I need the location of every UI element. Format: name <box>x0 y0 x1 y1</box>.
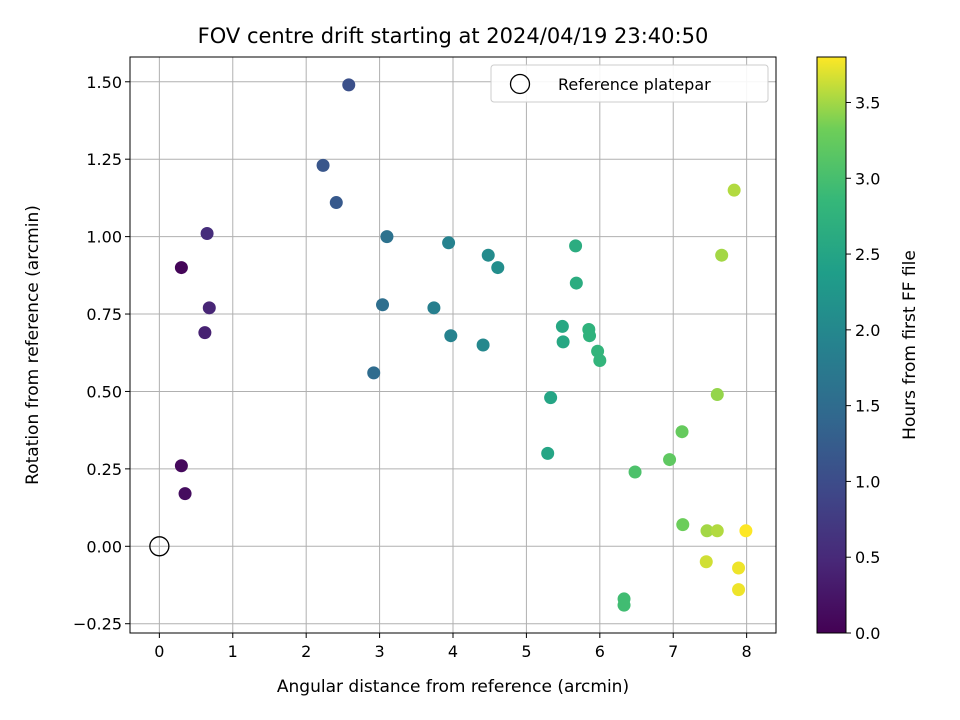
colorbar-tick-label: 2.5 <box>855 245 880 264</box>
x-tick-label: 2 <box>301 642 311 661</box>
colorbar-tick-label: 0.5 <box>855 548 880 567</box>
data-point <box>202 301 216 315</box>
x-tick-label: 0 <box>154 642 164 661</box>
data-point <box>700 524 714 538</box>
legend-label: Reference platepar <box>558 75 711 94</box>
data-point <box>342 78 356 92</box>
data-point <box>732 561 746 575</box>
x-axis-label: Angular distance from reference (arcmin) <box>277 677 629 697</box>
data-point <box>628 465 642 479</box>
y-tick-label: 0.25 <box>86 460 122 479</box>
data-point <box>544 391 558 405</box>
data-point <box>710 388 724 402</box>
colorbar-tick-label: 1.5 <box>855 397 880 416</box>
x-ticks: 0 1 2 3 4 5 6 7 8 <box>154 633 752 661</box>
data-point <box>593 353 607 367</box>
legend-marker-icon <box>509 73 531 95</box>
data-point <box>481 248 495 262</box>
data-point <box>732 583 746 597</box>
legend-box <box>490 64 769 103</box>
data-point <box>367 366 381 380</box>
grid-lines <box>130 57 776 633</box>
x-tick-label: 7 <box>668 642 678 661</box>
colorbar-tick-label: 2.0 <box>855 321 880 340</box>
colorbar-tick-label: 3.5 <box>855 93 880 112</box>
colorbar: 0.0 0.5 1.0 1.5 2.0 2.5 3.0 3.5 Hours from firs… <box>816 56 920 643</box>
data-point <box>727 183 741 197</box>
chart-title: FOV centre drift starting at 2024/04/19 … <box>198 24 709 48</box>
data-point <box>316 158 330 172</box>
legend: Reference platepar <box>490 64 769 103</box>
data-point <box>174 261 188 275</box>
colorbar-tick-label: 1.0 <box>855 472 880 491</box>
data-point <box>556 335 570 349</box>
x-tick-label: 8 <box>742 642 752 661</box>
colorbar-gradient <box>816 56 847 634</box>
data-point <box>555 319 569 333</box>
data-point <box>569 239 583 253</box>
data-point <box>569 276 583 290</box>
data-point <box>541 446 555 460</box>
y-tick-label: 0.00 <box>86 537 122 556</box>
data-point <box>174 459 188 473</box>
data-point <box>444 329 458 343</box>
data-point <box>427 301 441 315</box>
y-tick-label: 0.75 <box>86 305 122 324</box>
y-tick-label: −0.25 <box>73 615 122 634</box>
x-tick-label: 5 <box>521 642 531 661</box>
x-tick-label: 1 <box>228 642 238 661</box>
data-point <box>376 298 390 312</box>
colorbar-tick-label: 0.0 <box>855 624 880 643</box>
data-points <box>174 78 753 612</box>
data-point <box>699 555 713 569</box>
data-point <box>380 230 394 244</box>
y-tick-label: 1.50 <box>86 73 122 92</box>
y-axis-label: Rotation from reference (arcmin) <box>23 205 43 485</box>
reference-platepar-marker <box>149 536 170 557</box>
y-ticks: −0.25 0.00 0.25 0.50 0.75 1.00 1.25 1.50 <box>73 73 130 634</box>
data-point <box>676 518 690 532</box>
data-point <box>198 326 212 340</box>
data-point <box>739 524 753 538</box>
data-point <box>583 329 597 343</box>
data-point <box>491 261 505 275</box>
data-point <box>710 524 724 538</box>
x-tick-label: 3 <box>374 642 384 661</box>
data-point <box>476 338 490 352</box>
data-point <box>329 196 343 210</box>
colorbar-tick-label: 3.0 <box>855 169 880 188</box>
data-point <box>200 227 214 241</box>
colorbar-ticks: 0.0 0.5 1.0 1.5 2.0 2.5 3.0 3.5 <box>846 93 880 643</box>
y-tick-label: 1.25 <box>86 150 122 169</box>
data-point <box>663 453 677 467</box>
data-point <box>178 487 192 501</box>
data-point <box>715 248 729 262</box>
y-tick-label: 1.00 <box>86 228 122 247</box>
x-tick-label: 6 <box>595 642 605 661</box>
reference-marker-group <box>149 536 170 557</box>
y-tick-label: 0.50 <box>86 382 122 401</box>
data-point <box>675 425 689 439</box>
data-point <box>442 236 456 250</box>
plot-frame <box>129 56 777 634</box>
data-point <box>617 598 631 612</box>
x-tick-label: 4 <box>448 642 458 661</box>
colorbar-label: Hours from first FF file <box>900 250 920 440</box>
